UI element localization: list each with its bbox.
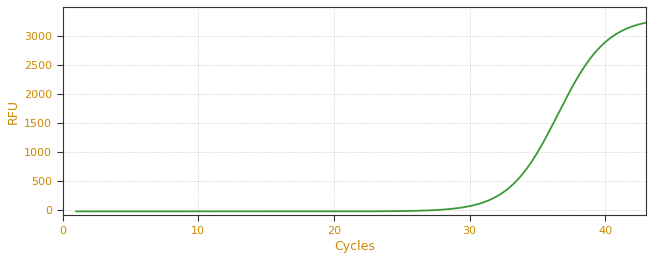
X-axis label: Cycles: Cycles — [334, 240, 375, 253]
Y-axis label: RFU: RFU — [7, 99, 20, 124]
